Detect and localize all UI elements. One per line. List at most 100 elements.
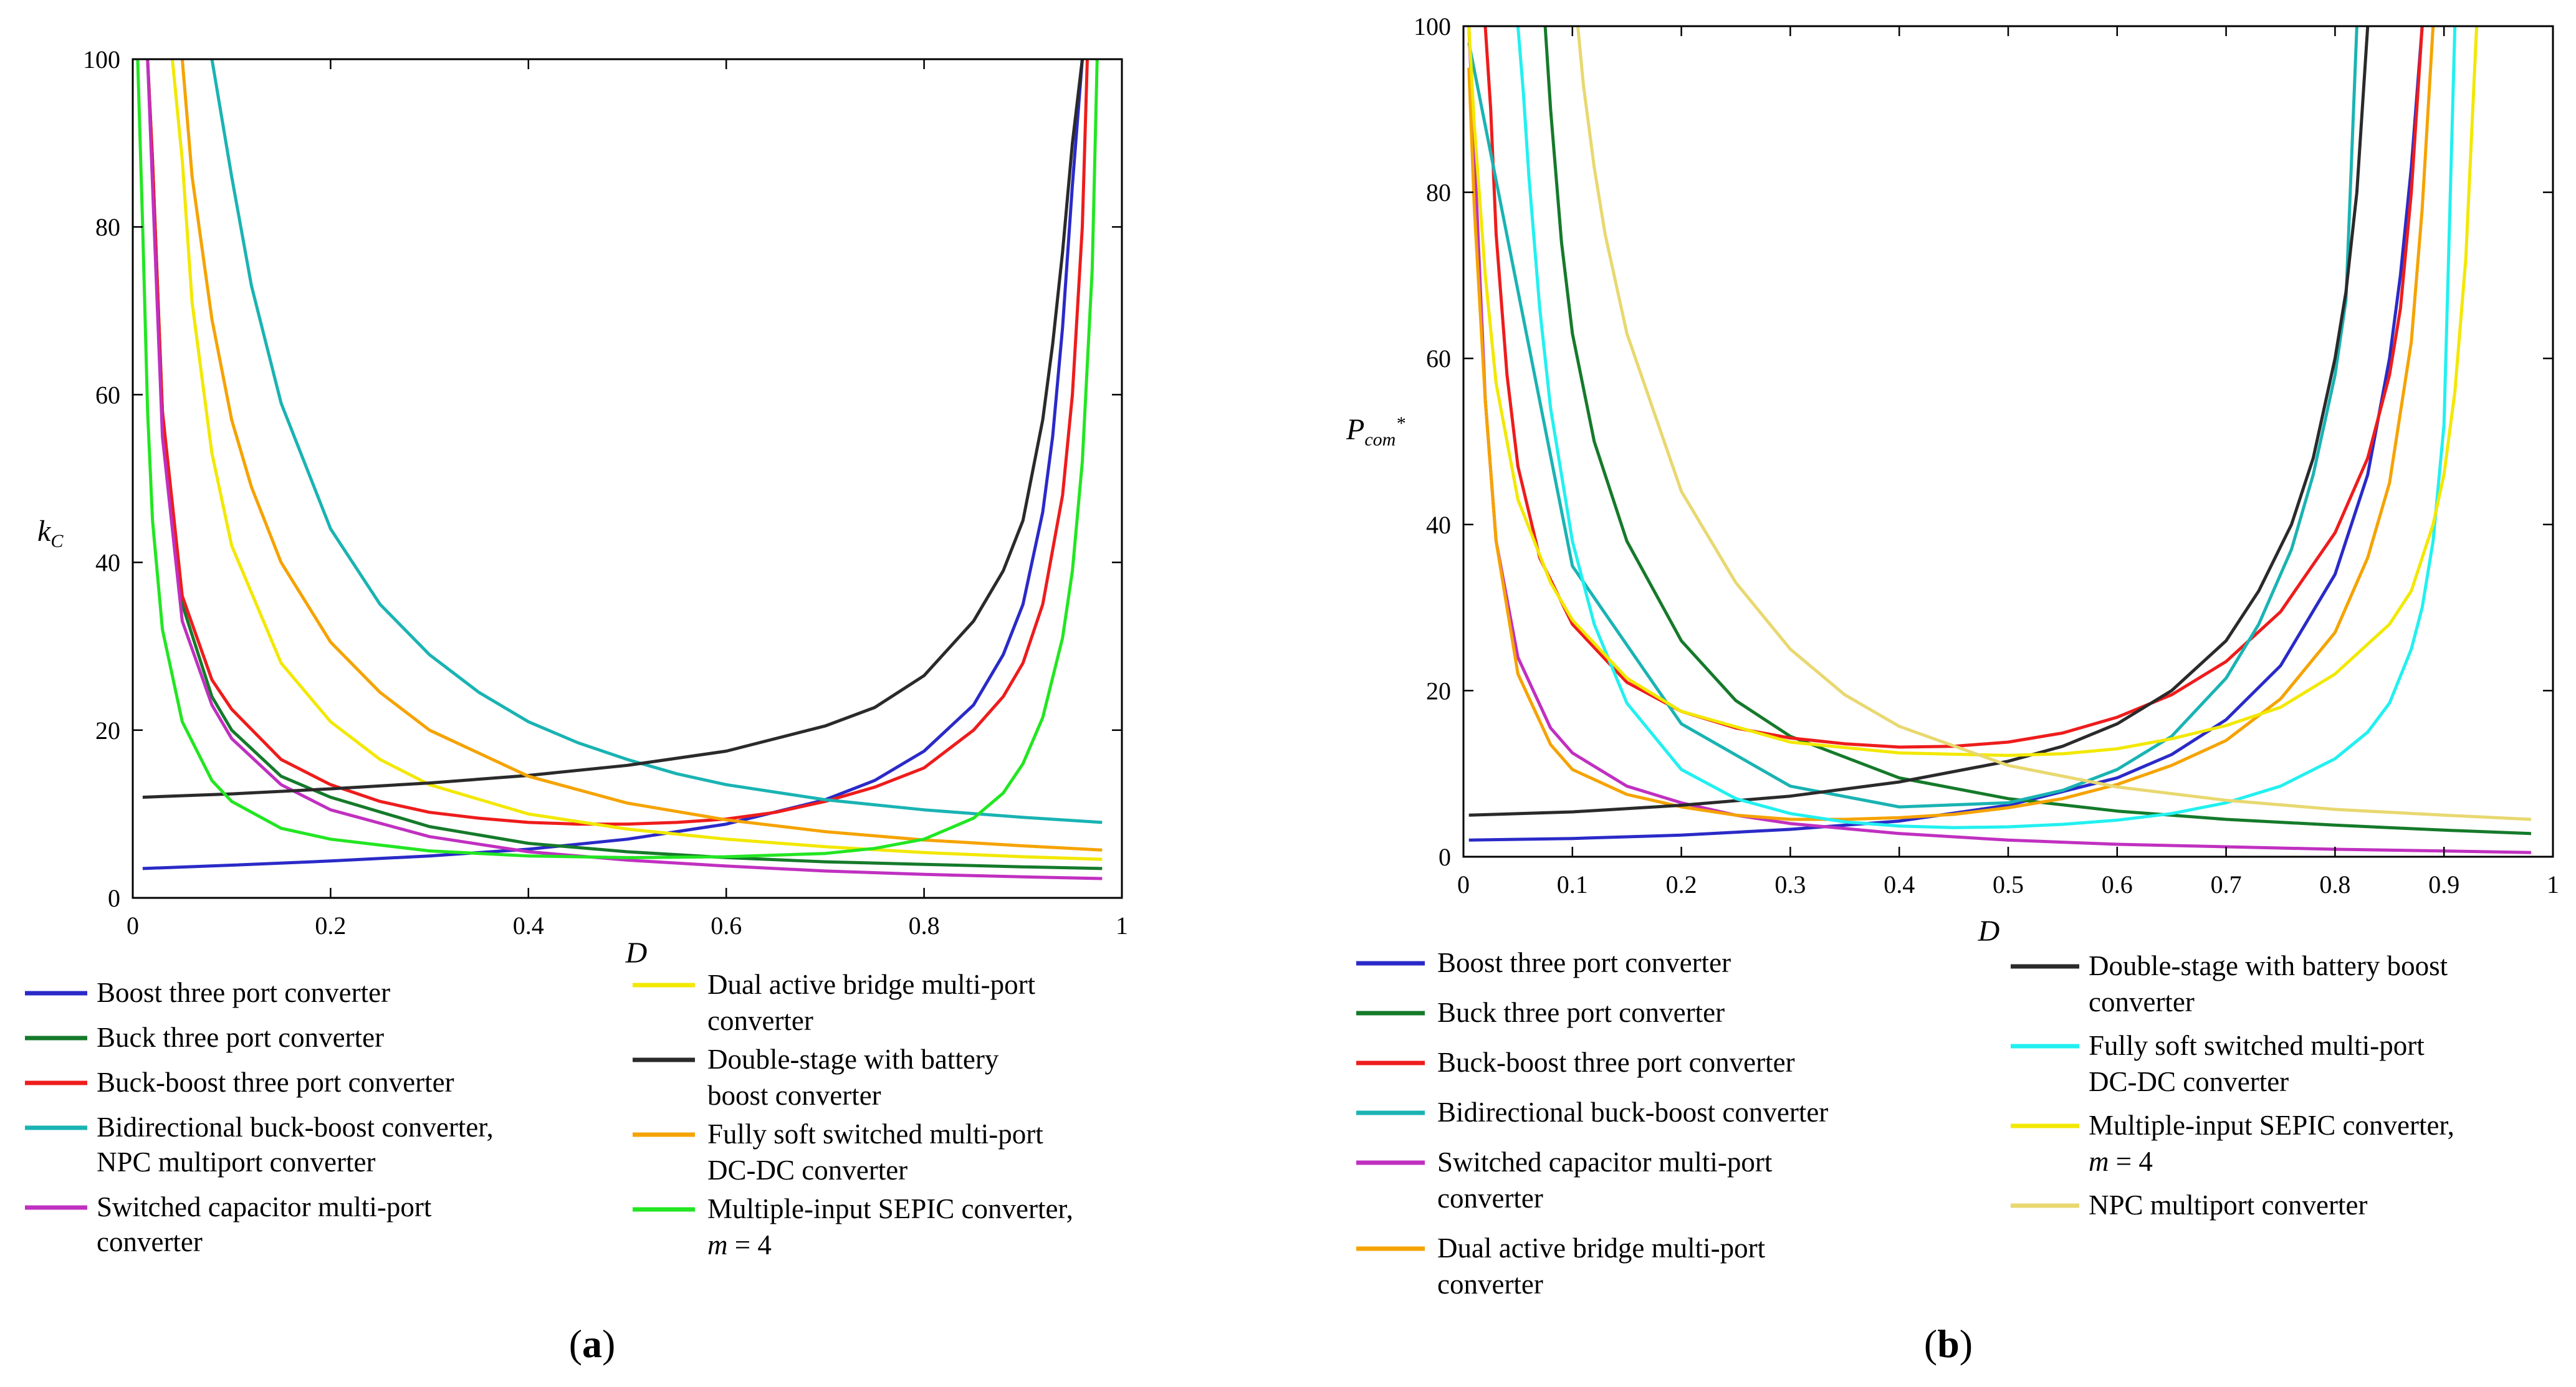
y-tick-label: 0: [108, 884, 120, 912]
x-tick-label: 0.6: [711, 912, 742, 940]
legend-label-right-2: DC-DC converter: [707, 1155, 907, 1186]
x-tick-label: 0.5: [1993, 870, 2024, 898]
y-tick-label: 20: [1426, 677, 1451, 705]
y-axis-label: kC: [37, 515, 64, 551]
series-line-3: [1467, 26, 2358, 809]
legend-label-left-3: Bidirectional buck-boost converter: [1437, 1097, 1828, 1128]
y-axis-label-main: P: [1346, 413, 1364, 446]
legend-label-left-4: converter: [97, 1226, 203, 1257]
y-tick-label: 40: [95, 549, 120, 577]
caption-letter: a: [582, 1322, 602, 1366]
series-line-0: [1468, 26, 2424, 842]
y-axis-label: Pcom*: [1346, 413, 1405, 450]
y-tick-label: 80: [1426, 179, 1451, 207]
legend-label-rest: = 4: [2109, 1146, 2153, 1177]
x-tick-label: 0.3: [1774, 870, 1806, 898]
chart-a-svg: 0 0.2 0.4 0.6 0.8 1 0 20 40 60 80 100 DkC Boost three…: [25, 45, 1128, 1366]
series-line-8: [136, 59, 1099, 859]
legend-label-left-3: NPC multiport converter: [97, 1146, 375, 1178]
series-line-9: [1576, 26, 2532, 821]
caption-close: ): [602, 1322, 615, 1366]
legend-label-var: m: [707, 1229, 728, 1261]
legend-label-right-0: converter: [2089, 986, 2195, 1018]
legend-label-right-3: Multiple-input SEPIC converter,: [707, 1193, 1073, 1224]
legend-label-right-1: Fully soft switched multi-port: [2089, 1030, 2425, 1061]
y-tick-label: 80: [95, 213, 120, 241]
series-line-6: [142, 59, 1084, 799]
series-line-2: [1483, 26, 2424, 749]
x-axis-label: D: [1978, 915, 2000, 948]
series-line-3: [210, 59, 1103, 824]
x-tick-label: 0.4: [1884, 870, 1915, 898]
plot-frame: [132, 58, 1123, 899]
legend-label-right-0: Dual active bridge multi-port: [707, 969, 1036, 1000]
y-tick-label: 100: [83, 45, 120, 74]
series-line-7: [180, 59, 1103, 852]
x-tick-label: 0.1: [1557, 870, 1588, 898]
legend-label-right-3: NPC multiport converter: [2089, 1189, 2367, 1221]
legend-label-left-3: Bidirectional buck-boost converter,: [97, 1112, 494, 1143]
x-tick-label: 0: [127, 912, 139, 940]
legend-label-right-1: Double-stage with battery: [707, 1044, 999, 1075]
y-tick-label: 40: [1426, 511, 1451, 539]
y-tick-label: 0: [1439, 843, 1451, 871]
legend-label-rest: = 4: [728, 1229, 772, 1261]
caption-letter: b: [1937, 1322, 1960, 1366]
legend-label-right-0: Double-stage with battery boost: [2089, 950, 2448, 981]
series-line-0: [142, 59, 1084, 870]
plot-frame: [1462, 25, 2554, 858]
y-tick-label: 100: [1414, 12, 1451, 41]
caption-open: (: [1924, 1322, 1937, 1366]
series-line-7: [1516, 26, 2457, 829]
x-tick-label: 0: [1457, 870, 1470, 898]
panel-b: 0 0.1 0.2 0.3 0.4 0.5 0.6 0.7 0.8 0.9 1 0 20 40 60 80 10…: [1288, 0, 2576, 1387]
y-tick-label: 60: [95, 381, 120, 409]
legend-label-left-1: Buck three port converter: [1437, 997, 1725, 1028]
x-axis-label: D: [625, 937, 648, 970]
series-line-4: [146, 59, 1103, 880]
y-tick-label: 60: [1426, 345, 1451, 373]
caption-open: (: [569, 1322, 582, 1366]
x-tick-label: 1: [1116, 912, 1128, 940]
series-line-8: [1467, 26, 2479, 757]
x-tick-label: 0.6: [2102, 870, 2133, 898]
y-axis-label-sup: *: [1396, 413, 1405, 434]
series-group: [136, 59, 1103, 880]
x-tick-label: 0.9: [2428, 870, 2459, 898]
legend-label-right-3: m = 4: [707, 1229, 772, 1261]
legend-label-left-5: Dual active bridge multi-port: [1437, 1232, 1766, 1264]
x-tick-label: 0.8: [909, 912, 940, 940]
series-line-1: [146, 59, 1103, 870]
y-axis-label-sub: com: [1364, 429, 1396, 450]
x-tick-label: 1: [2547, 870, 2559, 898]
legend-label-right-1: boost converter: [707, 1080, 881, 1111]
series-line-2: [146, 59, 1089, 826]
x-tick-label: 0.4: [513, 912, 544, 940]
legend-label-left-4: Switched capacitor multi-port: [1437, 1146, 1773, 1178]
caption-close: ): [1960, 1322, 1973, 1366]
legend-label-left-4: converter: [1437, 1183, 1543, 1214]
series-line-1: [1543, 26, 2532, 836]
x-tick-label: 0.2: [1666, 870, 1697, 898]
legend-label-right-2: Fully soft switched multi-port: [707, 1118, 1043, 1150]
legend-label-left-0: Boost three port converter: [97, 977, 390, 1008]
legend-label-right-2: Multiple-input SEPIC converter,: [2089, 1110, 2454, 1141]
legend-label-left-5: converter: [1437, 1269, 1543, 1300]
series-line-5: [1467, 26, 2435, 821]
legend-label-var: m: [2089, 1146, 2109, 1177]
y-axis-label-sub: C: [50, 531, 64, 551]
x-tick-label: 0.2: [315, 912, 346, 940]
legend-label-left-2: Buck-boost three port converter: [1437, 1047, 1795, 1078]
legend-label-left-1: Buck three port converter: [97, 1022, 384, 1053]
x-tick-label: 0.8: [2319, 870, 2350, 898]
legend-label-right-1: DC-DC converter: [2089, 1066, 2289, 1097]
y-axis-label-main: k: [37, 515, 52, 548]
panel-caption: (b): [1924, 1322, 1973, 1366]
legend-label-right-0: converter: [707, 1005, 813, 1036]
legend-label-left-2: Buck-boost three port converter: [97, 1067, 454, 1098]
x-tick-label: 0.7: [2211, 870, 2242, 898]
series-group: [1467, 26, 2532, 854]
legend-label-left-0: Boost three port converter: [1437, 947, 1731, 978]
